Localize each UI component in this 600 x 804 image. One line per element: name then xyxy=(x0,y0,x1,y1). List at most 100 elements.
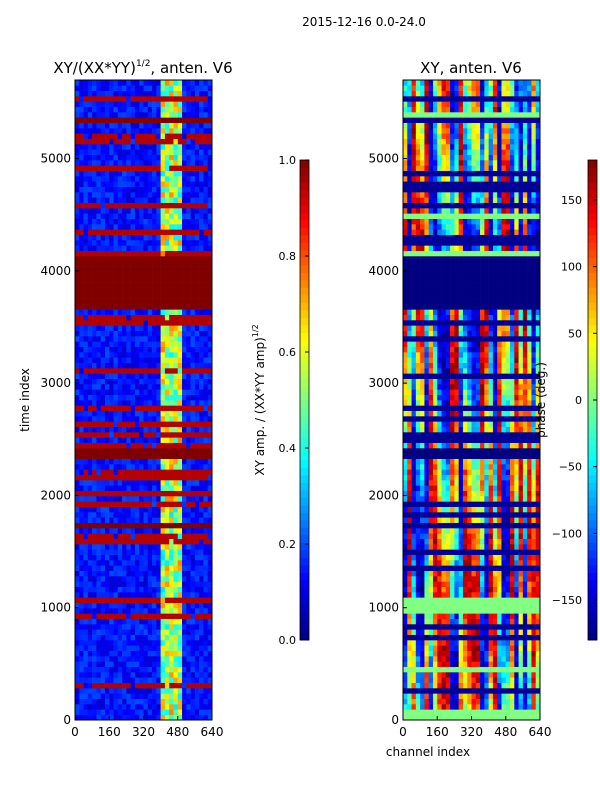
heatmap-cell xyxy=(105,523,110,529)
heatmap-cell xyxy=(476,613,481,619)
heatmap-cell xyxy=(191,688,196,694)
heatmap-cell xyxy=(497,693,502,699)
heatmap-cell xyxy=(182,128,187,134)
heatmap-cell xyxy=(519,635,524,641)
heatmap-cell xyxy=(122,528,127,534)
heatmap-cell xyxy=(156,267,161,273)
heatmap-cell xyxy=(182,277,187,283)
heatmap-cell xyxy=(178,245,183,251)
heatmap-cell xyxy=(531,629,536,635)
heatmap-cell xyxy=(152,368,157,374)
heatmap-cell xyxy=(199,432,204,438)
heatmap-cell xyxy=(403,592,408,598)
heatmap-cell xyxy=(501,544,506,550)
heatmap-cell xyxy=(169,464,174,470)
heatmap-cell xyxy=(88,96,93,102)
heatmap-cell xyxy=(161,480,166,486)
heatmap-cell xyxy=(139,144,144,150)
colorbar-segment xyxy=(300,573,309,581)
heatmap-cell xyxy=(199,331,204,337)
heatmap-cell xyxy=(131,139,136,145)
heatmap-cell xyxy=(135,496,140,502)
heatmap-cell xyxy=(412,587,417,593)
heatmap-cell xyxy=(105,203,110,209)
heatmap-cell xyxy=(79,85,84,91)
colorbar-segment xyxy=(300,565,309,573)
heatmap-cell xyxy=(203,112,208,118)
heatmap-cell xyxy=(199,309,204,315)
heatmap-cell xyxy=(173,453,178,459)
heatmap-cell xyxy=(114,315,119,321)
heatmap-cell xyxy=(126,555,131,561)
heatmap-cell xyxy=(126,304,131,310)
heatmap-cell xyxy=(148,709,153,715)
heatmap-cell xyxy=(101,523,106,529)
heatmap-cell xyxy=(484,565,489,571)
heatmap-cell xyxy=(514,581,519,587)
heatmap-cell xyxy=(173,133,178,139)
heatmap-cell xyxy=(182,171,187,177)
heatmap-cell xyxy=(497,656,502,662)
heatmap-cell xyxy=(459,571,464,577)
heatmap-cell xyxy=(161,491,166,497)
heatmap-cell xyxy=(84,507,89,513)
heatmap-cell xyxy=(135,363,140,369)
heatmap-cell xyxy=(182,357,187,363)
heatmap-cell xyxy=(437,597,442,603)
heatmap-cell xyxy=(186,85,191,91)
colorbar-segment xyxy=(300,168,309,176)
heatmap-cell xyxy=(178,187,183,193)
heatmap-cell xyxy=(186,677,191,683)
heatmap-cell xyxy=(459,704,464,710)
heatmap-cell xyxy=(510,619,515,625)
heatmap-cell xyxy=(531,576,536,582)
heatmap-cell xyxy=(75,293,80,299)
heatmap-cell xyxy=(152,288,157,294)
heatmap-cell xyxy=(118,533,123,539)
heatmap-cell xyxy=(463,603,468,609)
heatmap-cell xyxy=(96,576,101,582)
heatmap-cell xyxy=(75,85,80,91)
heatmap-cell xyxy=(476,549,481,555)
heatmap-cell xyxy=(79,688,84,694)
heatmap-cell xyxy=(118,464,123,470)
heatmap-cell xyxy=(92,523,97,529)
heatmap-cell xyxy=(148,448,153,454)
heatmap-cell xyxy=(497,699,502,705)
heatmap-cell xyxy=(131,384,136,390)
heatmap-cell xyxy=(178,533,183,539)
heatmap-cell xyxy=(199,459,204,465)
heatmap-cell xyxy=(139,613,144,619)
heatmap-cell xyxy=(109,379,114,385)
heatmap-cell xyxy=(105,533,110,539)
heatmap-cell xyxy=(148,411,153,417)
heatmap-cell xyxy=(493,688,498,694)
heatmap-cell xyxy=(109,352,114,358)
heatmap-cell xyxy=(450,581,455,587)
heatmap-cell xyxy=(407,603,412,609)
heatmap-cell xyxy=(459,677,464,683)
heatmap-cell xyxy=(463,608,468,614)
heatmap-cell xyxy=(75,187,80,193)
heatmap-cell xyxy=(437,549,442,555)
heatmap-cell xyxy=(144,171,149,177)
heatmap-cell xyxy=(114,165,119,171)
heatmap-cell xyxy=(118,176,123,182)
heatmap-cell xyxy=(148,475,153,481)
heatmap-cell xyxy=(109,208,114,214)
heatmap-cell xyxy=(118,496,123,502)
heatmap-cell xyxy=(101,667,106,673)
heatmap-cell xyxy=(96,208,101,214)
heatmap-cell xyxy=(114,587,119,593)
heatmap-cell xyxy=(105,192,110,198)
heatmap-cell xyxy=(105,475,110,481)
heatmap-cell xyxy=(161,539,166,545)
heatmap-cell xyxy=(173,704,178,710)
heatmap-cell xyxy=(173,176,178,182)
heatmap-cell xyxy=(92,389,97,395)
heatmap-cell xyxy=(96,85,101,91)
heatmap-cell xyxy=(84,421,89,427)
heatmap-cell xyxy=(88,667,93,673)
heatmap-cell xyxy=(152,571,157,577)
heatmap-cell xyxy=(105,437,110,443)
